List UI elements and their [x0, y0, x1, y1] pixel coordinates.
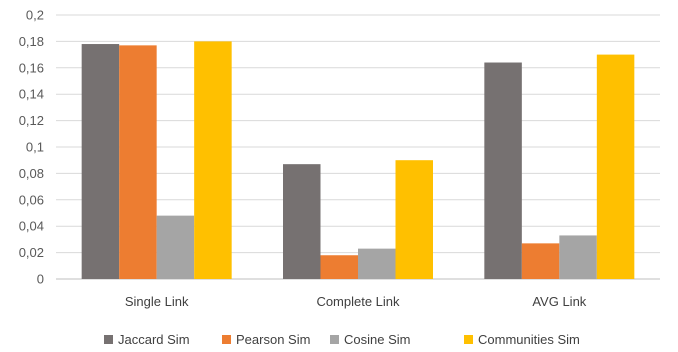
y-tick-label: 0,02 — [19, 245, 44, 260]
bar-jaccard-sim-avg-link — [484, 62, 522, 279]
bar-cosine-sim-complete-link — [358, 248, 396, 279]
bar-communities-sim-complete-link — [395, 160, 433, 279]
y-tick-label: 0,12 — [19, 113, 44, 128]
bar-jaccard-sim-complete-link — [283, 164, 321, 279]
y-tick-label: 0,18 — [19, 34, 44, 49]
x-category-label: AVG Link — [532, 294, 586, 309]
x-category-label: Single Link — [125, 294, 189, 309]
bar-cosine-sim-avg-link — [559, 235, 597, 279]
bar-communities-sim-avg-link — [596, 54, 635, 279]
legend: Jaccard Sim Pearson Sim Cosine Sim Communit… — [104, 332, 580, 347]
legend-swatch — [330, 335, 339, 344]
bar-pearson-sim-avg-link — [521, 243, 560, 279]
y-tick-label: 0,04 — [19, 219, 44, 234]
y-tick-label: 0,14 — [19, 87, 44, 102]
legend-label: Cosine Sim — [344, 332, 410, 347]
legend-swatch — [104, 335, 113, 344]
y-tick-label: 0,08 — [19, 166, 44, 181]
y-tick-label: 0,16 — [19, 60, 44, 75]
bar-cosine-sim-single-link — [156, 215, 195, 279]
y-tick-label: 0,2 — [26, 8, 44, 23]
y-tick-label: 0,1 — [26, 140, 44, 155]
bar-pearson-sim-complete-link — [320, 255, 358, 279]
y-tick-label: 0,06 — [19, 192, 44, 207]
legend-label: Pearson Sim — [236, 332, 310, 347]
x-axis-category-labels: Single Link Complete Link AVG Link — [125, 294, 587, 309]
legend-swatch — [464, 335, 473, 344]
y-axis-tick-labels: 0 0,02 0,04 0,06 0,08 0,1 0,12 0,14 0,16 0,18 0,2 — [19, 8, 44, 287]
legend-label: Jaccard Sim — [118, 332, 190, 347]
legend-swatch — [222, 335, 231, 344]
bar-communities-sim-single-link — [194, 41, 232, 280]
bar-pearson-sim-single-link — [119, 45, 157, 279]
y-tick-label: 0 — [37, 272, 44, 287]
bars — [81, 41, 635, 280]
x-category-label: Complete Link — [316, 294, 400, 309]
legend-label: Communities Sim — [478, 332, 580, 347]
bar-jaccard-sim-single-link — [81, 44, 120, 279]
